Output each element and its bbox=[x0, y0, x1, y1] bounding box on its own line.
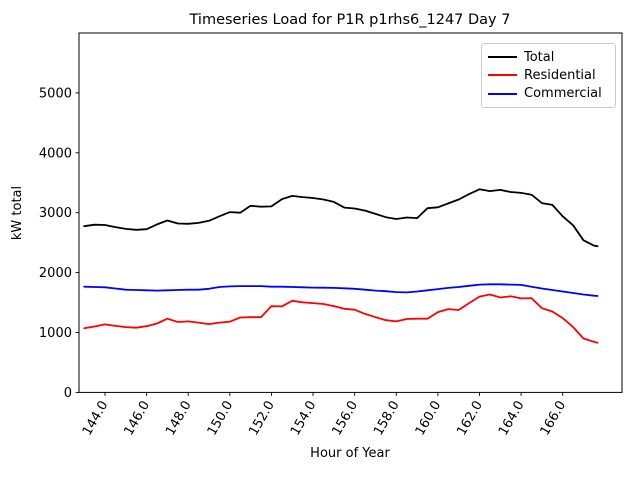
x-tick-label: 160.0 bbox=[413, 399, 445, 439]
x-tick-label: 146.0 bbox=[121, 399, 153, 439]
legend: Total Residential Commercial bbox=[481, 43, 616, 108]
y-tick-label: 4000 bbox=[39, 146, 72, 161]
legend-label: Commercial bbox=[524, 86, 602, 102]
legend-item-total: Total bbox=[488, 48, 609, 66]
y-tick-label: 1000 bbox=[39, 326, 72, 341]
y-tick-label: 3000 bbox=[39, 206, 72, 221]
x-tick-label: 154.0 bbox=[288, 399, 320, 439]
y-axis-ticks: 0 1000 2000 3000 4000 5000 bbox=[39, 86, 79, 401]
x-tick-label: 150.0 bbox=[205, 399, 237, 439]
legend-line-swatch bbox=[488, 56, 517, 59]
series-lines bbox=[83, 188, 599, 344]
x-axis-ticks: 144.0 146.0 148.0 150.0 152.0 154.0 156.0 158.0… bbox=[80, 392, 569, 438]
legend-line-swatch bbox=[488, 92, 517, 95]
y-axis-label: kW total bbox=[10, 186, 25, 240]
legend-label: Total bbox=[524, 49, 555, 65]
x-tick-label: 148.0 bbox=[163, 399, 195, 439]
x-tick-label: 156.0 bbox=[330, 399, 362, 439]
y-tick-label: 2000 bbox=[39, 266, 72, 281]
chart-title: Timeseries Load for P1R p1rhs6_1247 Day … bbox=[189, 12, 511, 28]
y-tick-label: 0 bbox=[64, 386, 72, 401]
series-line-commercial bbox=[83, 283, 599, 297]
legend-item-residential: Residential bbox=[488, 66, 609, 84]
x-axis-label: Hour of Year bbox=[310, 446, 390, 461]
x-tick-label: 166.0 bbox=[538, 399, 570, 439]
legend-item-commercial: Commercial bbox=[488, 85, 609, 103]
series-line-total bbox=[83, 188, 599, 248]
legend-label: Residential bbox=[524, 67, 596, 83]
x-tick-label: 152.0 bbox=[246, 399, 278, 439]
series-line-residential bbox=[83, 293, 599, 344]
x-tick-label: 162.0 bbox=[454, 399, 486, 439]
x-tick-label: 164.0 bbox=[496, 399, 528, 439]
x-tick-label: 158.0 bbox=[371, 399, 403, 439]
x-tick-label: 144.0 bbox=[80, 399, 112, 439]
y-tick-label: 5000 bbox=[39, 86, 72, 101]
legend-line-swatch bbox=[488, 74, 517, 77]
